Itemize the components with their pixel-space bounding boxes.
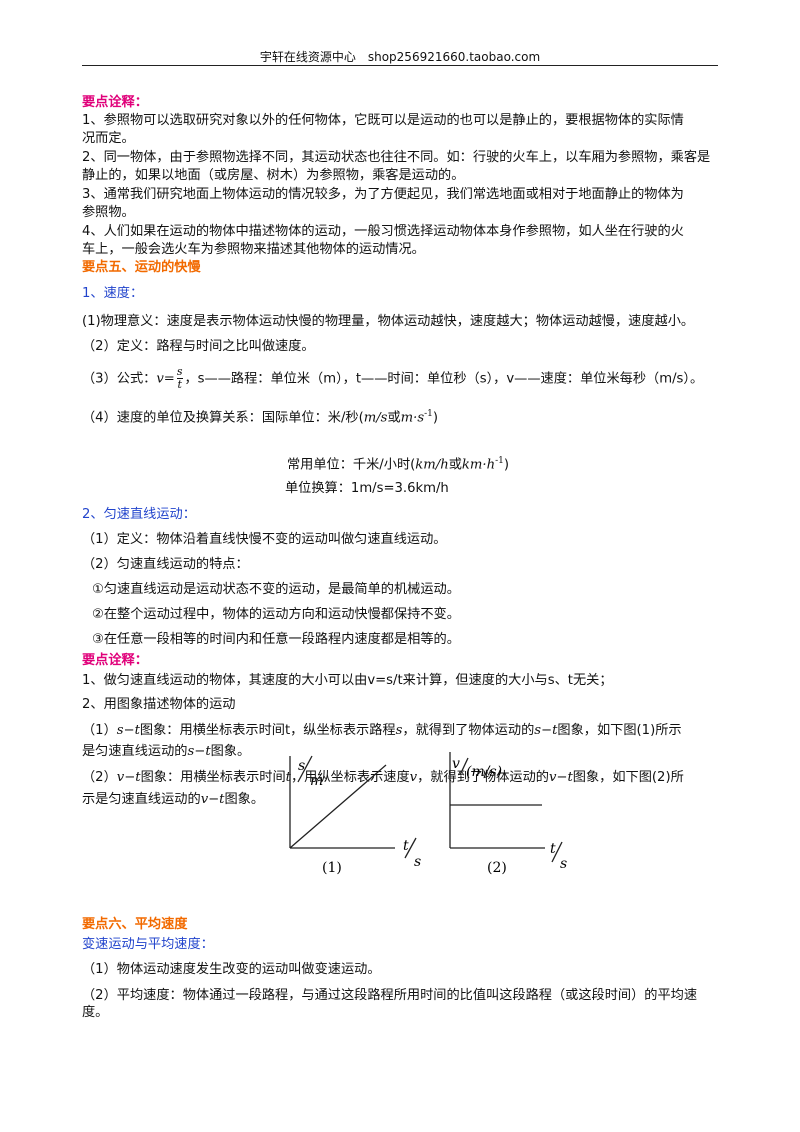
text-line: (1)物理意义：速度是表示物体运动快慢的物理量，物体运动越快，速度越大；物体运动… — [82, 314, 695, 329]
header-rule — [82, 65, 718, 66]
axis-unit: s — [414, 854, 421, 870]
text: 或 — [448, 457, 462, 473]
text-line: 2、同一物体，由于参照物选择不同，其运动状态也往往不同。如：行驶的火车上，以车厢… — [82, 150, 711, 165]
math: t — [285, 770, 291, 785]
math: s−t — [534, 723, 558, 738]
text-line: 是匀速直线运动的s−t图象。 — [82, 743, 250, 761]
text-line: 2、用图象描述物体的运动 — [82, 697, 236, 712]
text-line: （2）v−t图象：用横坐标表示时间t，用纵坐标表示速度v，就得到了物体运动的v−… — [82, 769, 684, 787]
text: 图象，如下图(1)所示 — [557, 723, 682, 738]
text-line: 2、匀速直线运动： — [82, 507, 196, 522]
math: m·s — [400, 410, 425, 426]
text: ) — [432, 410, 439, 426]
math: = — [163, 371, 175, 387]
text-line: 1、速度： — [82, 286, 144, 301]
text: ，就得到了物体运动的 — [402, 723, 535, 738]
text-line: （1）定义：物体沿着直线快慢不变的运动叫做匀速直线运动。 — [82, 532, 447, 547]
caption: (2) — [487, 860, 507, 876]
text-line: 静止的，如果以地面（或房屋、树木）为参照物，乘客是运动的。 — [82, 168, 465, 183]
text-line: （1）物体运动速度发生改变的运动叫做变速运动。 — [82, 962, 381, 977]
text: （4）速度的单位及换算关系：国际单位：米/秒( — [82, 410, 364, 426]
text: 图象。 — [224, 792, 265, 807]
fraction-part: s — [176, 365, 183, 378]
text-line: 1、做匀速直线运动的物体，其速度的大小可以由v=s/t来计算，但速度的大小与s、… — [82, 673, 613, 688]
text-line: ①匀速直线运动是运动状态不变的运动，是最简单的机械运动。 — [92, 582, 460, 597]
text-line: 要点诠释： — [82, 95, 148, 110]
text-line: （2）平均速度：物体通过一段路程，与通过这段路程所用时间的比值叫这段路程（或这段… — [82, 988, 698, 1003]
text-line: 车上，一般会选火车为参照物来描述其他物体的运动情况。 — [82, 242, 425, 257]
text: 示是匀速直线运动的 — [82, 792, 201, 807]
text: 图象：用横坐标表示时间t，纵坐标表示路程 — [139, 723, 396, 738]
text-line: 度。 — [82, 1005, 109, 1020]
text: 是匀速直线运动的 — [82, 744, 188, 759]
site-name: 宇轩在线资源中心 — [259, 50, 356, 64]
text-line: ③在任意一段相等的时间内和任意一段路程内速度都是相等的。 — [92, 632, 460, 647]
text: （1） — [82, 723, 117, 738]
text-line: 变速运动与平均速度： — [82, 937, 214, 952]
math: km·h — [461, 457, 496, 473]
text: （3）公式： — [82, 371, 157, 387]
text-line: （4）速度的单位及换算关系：国际单位：米/秒(m/s或m·s-1) — [82, 405, 438, 427]
math: s−t — [187, 744, 211, 759]
text-line: （1）s−t图象：用横坐标表示时间t，纵坐标表示路程s，就得到了物体运动的s−t… — [82, 722, 682, 740]
superscript: -1 — [424, 409, 433, 419]
text-line: 单位换算：1m/s=3.6km/h — [285, 481, 449, 496]
text-line: 况而定。 — [82, 131, 135, 146]
math: s — [395, 723, 403, 738]
text-line: 常用单位：千米/小时(km/h或km·h-1) — [287, 452, 509, 474]
fraction-part: t — [176, 378, 183, 391]
text: 图象，如下图(2)所 — [572, 770, 684, 785]
text-line: 示是匀速直线运动的v−t图象。 — [82, 791, 264, 809]
text-line: ②在整个运动过程中，物体的运动方向和运动快慢都保持不变。 — [92, 607, 460, 622]
text: （2） — [82, 770, 117, 785]
text-line: （2）定义：路程与时间之比叫做速度。 — [82, 339, 315, 354]
math: v — [409, 770, 418, 785]
math: km/h — [415, 457, 449, 473]
math: m/s — [363, 410, 388, 426]
text-line: 要点六、平均速度 — [82, 917, 188, 932]
superscript: -1 — [495, 456, 504, 466]
text: 或 — [387, 410, 401, 426]
text-line: 3、通常我们研究地面上物体运动的情况较多，为了方便起见，我们常选地面或相对于地面… — [82, 187, 684, 202]
header: 宇轩在线资源中心 shop256921660.taobao.com — [0, 48, 800, 65]
math: v−t — [548, 770, 573, 785]
text-line: 要点五、运动的快慢 — [82, 260, 201, 275]
axis-label: t — [550, 841, 556, 857]
text: 图象。 — [210, 744, 251, 759]
math: v−t — [116, 770, 141, 785]
text-line: 要点诠释： — [82, 653, 148, 668]
text: 常用单位：千米/小时( — [287, 457, 416, 473]
text-line: 参照物。 — [82, 205, 135, 220]
text-line: （3）公式：v= s t ，s——路程：单位米（m），t——时间：单位秒（s），v——… — [82, 366, 703, 391]
text: 图象：用横坐标表示时间 — [140, 770, 286, 785]
shop-url: shop256921660.taobao.com — [367, 50, 541, 64]
axis-unit: s — [560, 856, 567, 872]
math: s−t — [116, 723, 140, 738]
text: ，用纵坐标表示速度 — [290, 770, 410, 785]
text: ) — [503, 457, 510, 473]
math: v — [156, 371, 164, 387]
text-line: （2）匀速直线运动的特点： — [82, 557, 249, 572]
text-line: 1、参照物可以选取研究对象以外的任何物体，它既可以是运动的也可以是静止的，要根据… — [82, 113, 684, 128]
text-line: 4、人们如果在运动的物体中描述物体的运动，一般习惯选择运动物体本身作参照物，如人… — [82, 224, 684, 239]
math: v−t — [200, 792, 225, 807]
text: ，就得到了物体运动的 — [417, 770, 549, 785]
text: ，s——路程：单位米（m），t——时间：单位秒（s），v——速度：单位米每秒（m… — [184, 371, 704, 387]
axis-label: t — [403, 838, 409, 854]
caption: (1) — [322, 860, 342, 876]
